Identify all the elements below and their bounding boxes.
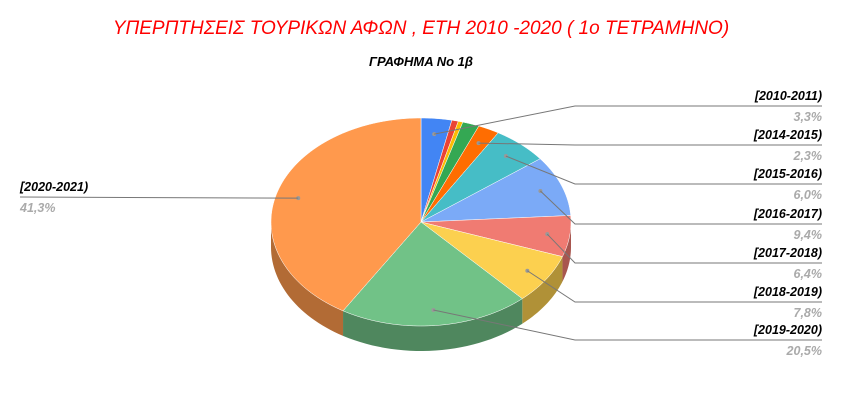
slice-label: [2014-2015) [753, 128, 822, 142]
leader-line [505, 155, 822, 185]
leader-line [478, 142, 822, 146]
pie-slice [420, 221, 563, 300]
chart-subtitle: ΓΡΑΦΗΜΑ Νο 1β [369, 54, 473, 69]
pie-slice [420, 121, 480, 223]
slice-label: [2017-2018) [753, 246, 822, 260]
leader-line [433, 309, 822, 341]
slice-label: [2018-2019) [753, 285, 822, 299]
leader-line [434, 105, 822, 135]
slice-label: [2010-2011) [754, 89, 822, 103]
slice-value-label: 6,4% [794, 267, 823, 281]
slice-value-label: 41,3% [19, 201, 55, 215]
leader-line [19, 196, 299, 199]
pie-slice [270, 117, 422, 312]
slice-value-label: 3,3% [794, 110, 823, 124]
slice-label: [2016-2017) [753, 207, 822, 221]
slice-label: [2015-2016) [753, 167, 822, 181]
pie-slice-side [522, 256, 563, 324]
slice-label: [2020-2021) [19, 180, 88, 194]
slice-value-label: 2,3% [793, 149, 823, 163]
pie-slice [420, 158, 571, 223]
pie-slice [342, 221, 523, 327]
slice-label: [2019-2020) [753, 323, 822, 337]
pie-slice-side [562, 222, 571, 282]
pie-slice [420, 125, 499, 223]
leader-line [546, 233, 822, 264]
pie-slice-side [271, 222, 344, 336]
slice-value-label: 20,5% [786, 344, 822, 358]
chart-title: ΥΠΕΡΠΤΗΣΕΙΣ ΤΟΥΡΙΚΩΝ ΑΦΩΝ , ΕΤΗ 2010 -20… [112, 18, 730, 39]
slice-value-label: 9,4% [794, 228, 823, 242]
leader-line [540, 190, 822, 225]
slice-value-label: 6,0% [794, 188, 823, 202]
pie-slice-side [343, 298, 523, 351]
slice-value-label: 7,8% [794, 306, 823, 320]
leader-line [527, 270, 822, 303]
